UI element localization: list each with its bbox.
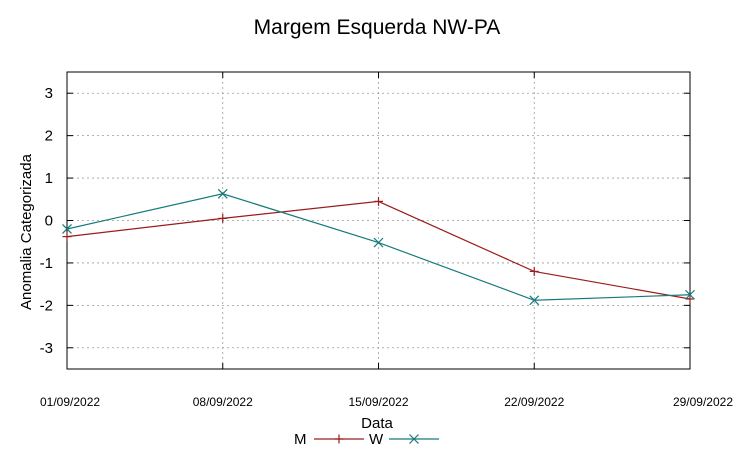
x-tick-label: 01/09/2022 xyxy=(40,395,100,409)
x-tick-label: 08/09/2022 xyxy=(193,395,253,409)
grid-lines xyxy=(67,72,690,369)
data-point-marker xyxy=(62,224,72,234)
y-tick-label: 1 xyxy=(45,170,53,187)
data-point-marker xyxy=(529,295,540,306)
legend-label: W xyxy=(369,431,384,448)
y-tick-label: -1 xyxy=(40,255,53,272)
y-tick-label: 0 xyxy=(45,213,53,230)
series-line-M xyxy=(66,200,691,300)
data-point-marker xyxy=(217,188,228,199)
y-tick-label: 3 xyxy=(45,85,53,102)
legend-item-M: M xyxy=(294,431,364,448)
y-axis-label: Anomalia Categorizada xyxy=(18,153,35,310)
series-layer xyxy=(62,188,695,306)
data-point-marker xyxy=(409,434,419,444)
x-axis-ticks: 01/09/2022 08/09/2022 15/09/2022 22/09/2022… xyxy=(40,72,733,409)
legend-item-W: W xyxy=(369,431,439,448)
y-axis-ticks: 3 2 1 0 -1 -2 -3 xyxy=(40,85,690,357)
x-axis-label: Data xyxy=(361,415,393,432)
series-M xyxy=(62,196,695,304)
series-W xyxy=(62,188,695,306)
chart-title: Margem Esquerda NW-PA xyxy=(254,16,501,39)
y-tick-label: -2 xyxy=(40,297,53,314)
x-tick-label: 15/09/2022 xyxy=(348,395,408,409)
legend-label: M xyxy=(294,431,307,448)
data-point-marker xyxy=(373,237,384,248)
y-tick-label: 2 xyxy=(45,128,53,145)
x-tick-label: 29/09/2022 xyxy=(673,395,733,409)
data-point-marker xyxy=(685,289,695,300)
y-tick-label: -3 xyxy=(40,340,53,357)
x-tick-label: 22/09/2022 xyxy=(504,395,564,409)
